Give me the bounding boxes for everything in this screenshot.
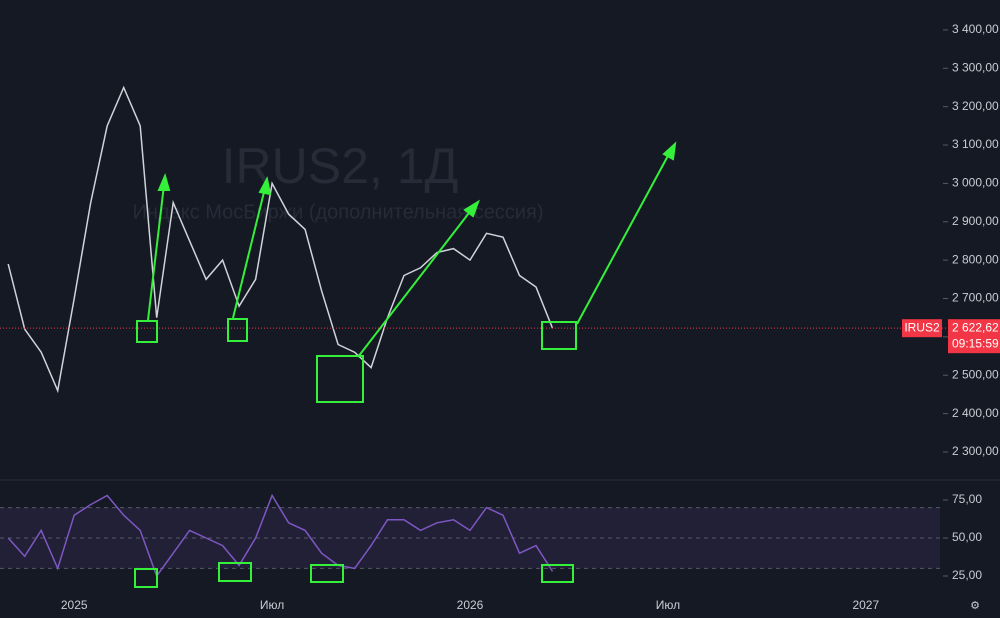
- arrows: [147, 141, 677, 358]
- y-tick-label: 2 800,00: [952, 252, 999, 266]
- y-tick-label: 2 500,00: [952, 367, 999, 381]
- time-label: 09:15:59: [952, 336, 999, 350]
- y-tick-label: 50,00: [952, 530, 982, 544]
- x-tick-label: 2026: [457, 598, 484, 612]
- box: [218, 562, 252, 582]
- settings-icon[interactable]: ⚙: [970, 600, 980, 612]
- y-tick-label: 3 400,00: [952, 22, 999, 36]
- arrow: [147, 184, 165, 321]
- box: [310, 564, 344, 583]
- y-tick-label: 2 300,00: [952, 444, 999, 458]
- y-tick-label: 3 300,00: [952, 60, 999, 74]
- arrow-head: [662, 141, 677, 161]
- arrow-head: [258, 176, 272, 196]
- arrow-head: [157, 173, 171, 191]
- y-tick-label: 3 000,00: [952, 176, 999, 190]
- watermark-subtitle: Индекс МосБиржи (дополнительная сессия): [133, 201, 544, 223]
- y-tick-label: 3 100,00: [952, 137, 999, 151]
- ticker-badge: [902, 319, 942, 338]
- box: [316, 355, 364, 403]
- series-line: [7, 493, 554, 578]
- series-line: [7, 85, 554, 394]
- annotations: [134, 141, 677, 588]
- price-badge: [948, 319, 1000, 354]
- rsi-band: [0, 507, 940, 569]
- y-tick-label: 25,00: [952, 568, 982, 582]
- arrow: [357, 208, 473, 358]
- y-tick-label: 75,00: [952, 492, 982, 506]
- box: [134, 568, 158, 588]
- watermark-title: IRUS2, 1Д: [222, 138, 459, 194]
- x-tick-label: 2027: [852, 598, 879, 612]
- x-tick-label: 2025: [61, 598, 88, 612]
- x-tick-label: Июл: [260, 598, 284, 612]
- x-tick-label: Июл: [656, 598, 680, 612]
- y-tick-label: 2 400,00: [952, 406, 999, 420]
- arrow: [576, 151, 671, 325]
- arrow-head: [463, 199, 480, 218]
- box: [541, 321, 577, 350]
- box: [136, 320, 158, 343]
- y-tick-label: 2 700,00: [952, 291, 999, 305]
- y-tick-label: 3 200,00: [952, 99, 999, 113]
- arrow: [232, 187, 266, 319]
- box: [541, 564, 574, 583]
- y-tick-label: 2 900,00: [952, 214, 999, 228]
- ticker-label: IRUS2: [904, 320, 940, 334]
- last-price-label: 2 622,62: [952, 320, 999, 334]
- box: [227, 318, 248, 342]
